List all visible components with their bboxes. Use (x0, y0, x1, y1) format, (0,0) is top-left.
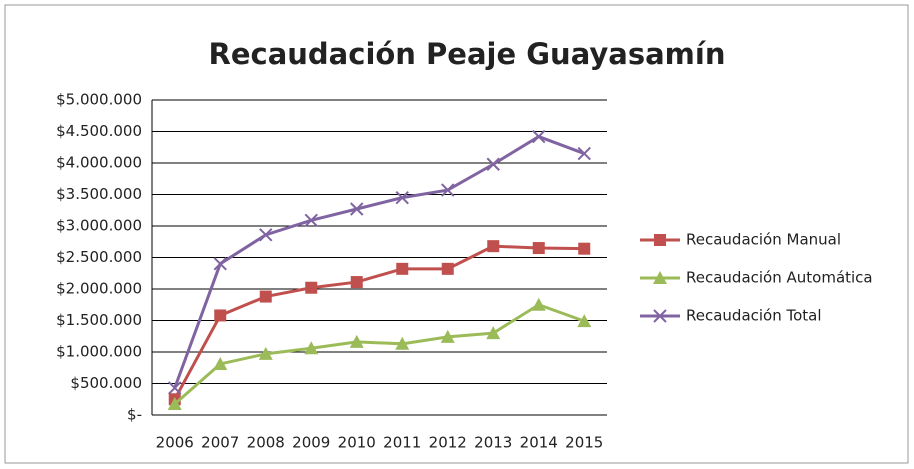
marker (486, 326, 501, 340)
marker (654, 234, 666, 246)
marker (396, 262, 409, 275)
marker (259, 228, 273, 242)
marker (577, 314, 592, 328)
legend-label: Recaudación Automática (686, 269, 873, 287)
marker (578, 242, 591, 255)
marker (350, 276, 363, 289)
marker (214, 309, 227, 322)
legend-label: Recaudación Manual (686, 231, 841, 249)
marker (531, 297, 546, 311)
y-tick-label: $1.000.000 (56, 343, 142, 361)
marker (532, 242, 545, 255)
marker (440, 329, 455, 343)
y-tick-label: $1.500.000 (56, 311, 142, 329)
marker (304, 341, 319, 355)
y-tick-label: $5.000.000 (56, 91, 142, 109)
marker (349, 334, 364, 348)
marker (486, 157, 500, 171)
x-tick-label: 2008 (247, 434, 285, 452)
y-tick-label: $4.000.000 (56, 154, 142, 172)
marker (441, 262, 454, 275)
marker (577, 146, 591, 161)
x-tick-label: 2010 (338, 434, 376, 452)
x-tick-label: 2011 (383, 434, 421, 452)
y-tick-label: $4.500.000 (56, 122, 142, 140)
marker (441, 183, 455, 197)
x-tick-label: 2014 (520, 434, 558, 452)
legend-label: Recaudación Total (686, 307, 822, 325)
x-tick-label: 2007 (201, 434, 239, 452)
y-tick-label: $3.500.000 (56, 185, 142, 203)
marker (304, 213, 318, 228)
y-tick-label: $- (127, 406, 142, 424)
series-line (173, 244, 585, 400)
series-line (173, 303, 585, 406)
marker (487, 240, 500, 253)
x-tick-label: 2013 (474, 434, 512, 452)
chart-title: Recaudación Peaje Guayasamín (209, 37, 726, 71)
x-tick-label: 2006 (156, 434, 194, 452)
y-tick-label: $500.000 (70, 374, 142, 392)
marker (653, 271, 667, 284)
chart-border (4, 4, 909, 464)
y-tick-label: $2.000.000 (56, 280, 142, 298)
marker (168, 381, 182, 395)
x-tick-label: 2009 (292, 434, 330, 452)
y-tick-label: $2.500.000 (56, 248, 142, 266)
marker (395, 336, 410, 350)
marker (305, 281, 318, 294)
marker (258, 346, 273, 360)
marker (395, 190, 409, 205)
marker (653, 309, 667, 323)
marker (259, 290, 272, 303)
marker (350, 202, 364, 216)
x-tick-label: 2012 (429, 434, 467, 452)
marker (167, 396, 182, 410)
x-tick-label: 2015 (565, 434, 603, 452)
series-line (173, 134, 585, 389)
marker (213, 257, 227, 271)
marker (532, 129, 546, 144)
y-tick-label: $3.000.000 (56, 217, 142, 235)
marker (213, 356, 228, 370)
